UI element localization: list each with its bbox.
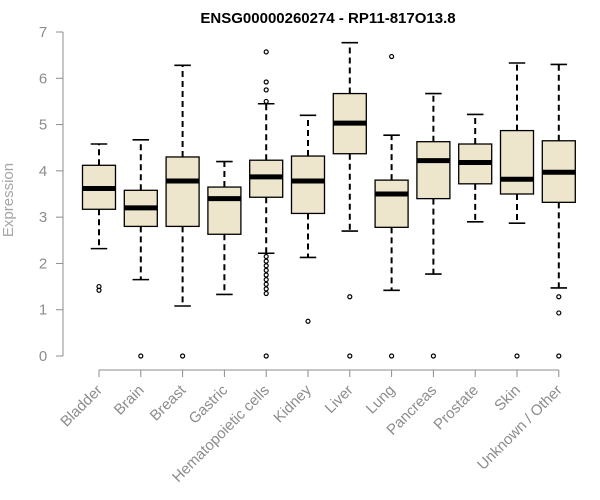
iqr-box xyxy=(165,156,200,228)
outlier-point xyxy=(263,267,269,273)
outlier-point xyxy=(263,98,269,105)
box-kidney xyxy=(290,114,326,324)
outlier-point xyxy=(263,286,269,292)
box-liver xyxy=(332,41,367,359)
outlier-point xyxy=(347,353,353,359)
iqr-box xyxy=(290,155,326,215)
x-tick-label: Lung xyxy=(363,382,399,418)
outlier-point xyxy=(138,353,144,359)
outlier-point xyxy=(263,290,269,297)
outlier-point xyxy=(96,287,102,293)
iqr-box xyxy=(207,186,242,235)
x-tick-label: Brain xyxy=(111,382,148,419)
box-prostate xyxy=(458,113,493,223)
y-axis-label: Expression xyxy=(0,163,17,237)
outlier-point xyxy=(389,53,395,60)
outlier-point xyxy=(305,318,311,324)
outlier-point xyxy=(514,353,520,359)
y-tick-label: 5 xyxy=(39,117,47,134)
outlier-point xyxy=(263,272,269,278)
outlier-point xyxy=(180,353,186,359)
y-tick-label: 4 xyxy=(39,163,47,180)
outlier-point xyxy=(556,353,562,359)
outlier-point xyxy=(556,294,562,300)
outlier-point xyxy=(263,253,269,260)
x-tick-label: Skin xyxy=(491,382,524,415)
y-tick-label: 0 xyxy=(39,348,47,365)
iqr-box xyxy=(499,129,535,195)
outlier-point xyxy=(389,353,395,359)
iqr-box xyxy=(416,141,451,200)
box-unknown-other xyxy=(541,63,576,359)
outlier-point xyxy=(556,310,562,316)
outlier-point xyxy=(263,263,269,269)
outlier-point xyxy=(263,49,269,55)
box-gastric xyxy=(207,160,242,296)
outlier-point xyxy=(263,353,269,359)
x-tick-label: Breast xyxy=(147,381,190,424)
outlier-point xyxy=(263,79,269,85)
boxes-group xyxy=(81,41,576,359)
chart-title: ENSG00000260274 - RP11-817O13.8 xyxy=(200,10,455,27)
iqr-box xyxy=(374,179,409,228)
y-axis: 0 1 2 3 4 5 6 7 xyxy=(39,24,64,365)
y-tick-label: 2 xyxy=(39,255,47,272)
x-tick-label: Bladder xyxy=(57,382,106,431)
outlier-point xyxy=(263,87,269,93)
x-tick-label: Liver xyxy=(322,382,357,417)
box-bladder xyxy=(81,143,117,293)
outlier-point xyxy=(430,353,436,359)
box-brain xyxy=(123,139,158,359)
box-breast xyxy=(165,64,200,359)
y-tick-label: 3 xyxy=(39,209,47,226)
y-tick-label: 1 xyxy=(39,302,47,319)
y-tick-label: 6 xyxy=(39,70,47,87)
outlier-point xyxy=(347,294,353,300)
box-pancreas xyxy=(416,92,451,359)
x-tick-label: Kidney xyxy=(270,381,315,426)
box-skin xyxy=(499,62,535,359)
box-lung xyxy=(374,53,409,359)
outlier-point xyxy=(263,258,269,264)
outlier-point xyxy=(263,281,269,287)
y-tick-label: 7 xyxy=(39,24,47,41)
box-hematopoietic-cells xyxy=(249,49,284,359)
x-tick-label: Prostate xyxy=(430,382,482,434)
outlier-point xyxy=(263,277,269,283)
